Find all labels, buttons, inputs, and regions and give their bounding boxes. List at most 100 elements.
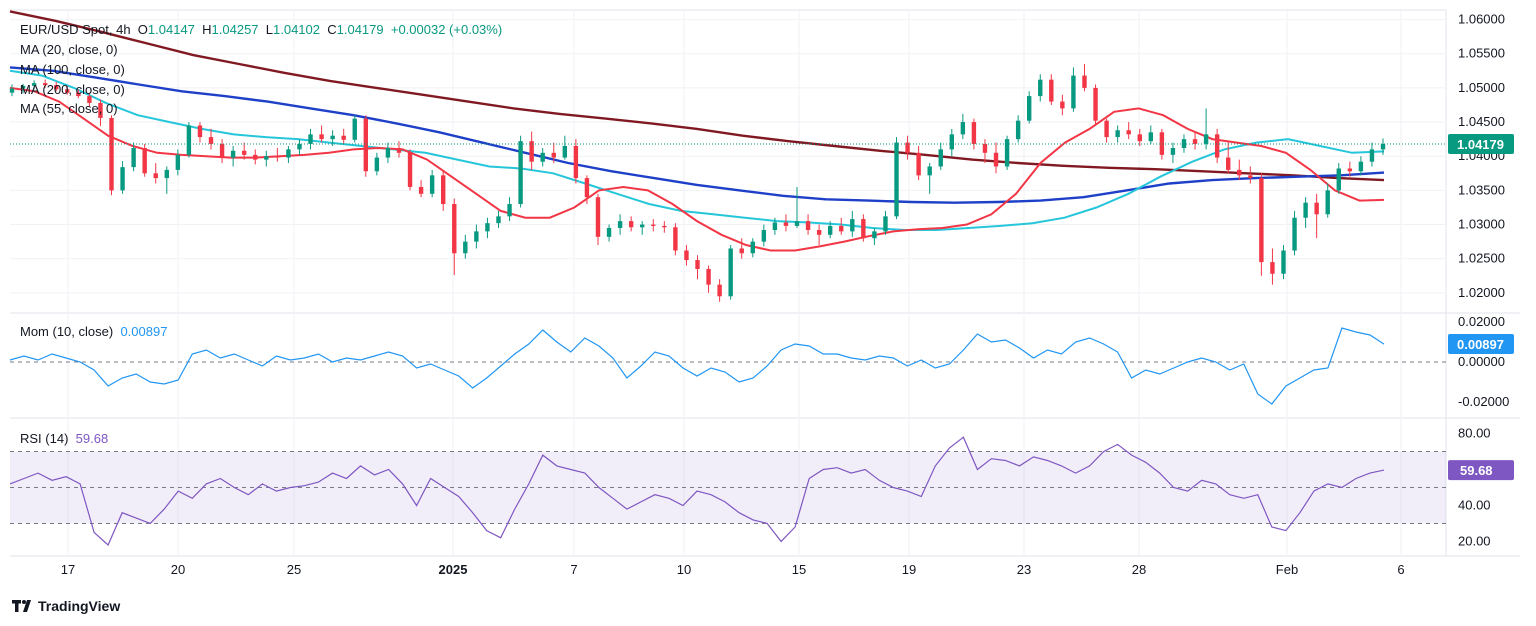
candle-body (1292, 217, 1297, 251)
ohlc-low-key: L (265, 22, 273, 37)
candle-body (1148, 132, 1154, 142)
tradingview-logo[interactable]: TradingView (12, 598, 120, 614)
ma20-legend[interactable]: MA (20, close, 0) (20, 42, 118, 57)
momentum-title: Mom (10, close) (20, 324, 114, 339)
rsi-band-fill (10, 451, 1446, 524)
candle-body (1314, 202, 1319, 215)
ohlc-high-key: H (202, 22, 212, 37)
candle-body (584, 178, 590, 198)
candle-body (1281, 250, 1286, 274)
candle-body (1104, 120, 1109, 138)
candle-body (982, 143, 988, 153)
candle-body (20, 85, 26, 89)
candle-body (319, 134, 324, 140)
ma200-legend[interactable]: MA (200, close, 0) (20, 82, 125, 97)
momentum-pane: 0.02000 0.00000 -0.02000 0.00897 (9, 314, 1514, 409)
candle-body (1248, 175, 1253, 179)
candle-body (54, 85, 59, 90)
candle-body (219, 143, 225, 158)
rsi-badge (1448, 460, 1514, 481)
candle-body (1038, 79, 1043, 97)
momentum-tick: 0.02000 (1458, 314, 1505, 329)
rsi-badge-label: 59.68 (1460, 463, 1493, 478)
candle-body (651, 224, 656, 226)
candle-body (1369, 149, 1375, 162)
candle-body (971, 122, 977, 144)
symbol-legend: EUR/USD Spot, 4h O1.04147 H1.04257 L1.04… (20, 22, 502, 38)
candle-body (131, 148, 136, 168)
tradingview-wordmark: TradingView (38, 598, 121, 614)
ma20-line (9, 86, 1385, 252)
candle-body (916, 152, 921, 176)
candle-body (673, 227, 678, 251)
candle-body (142, 148, 147, 174)
candle-body (153, 173, 158, 179)
candle-body (1015, 120, 1021, 140)
momentum-legend[interactable]: Mom (10, close) 0.00897 (20, 324, 167, 340)
time-axis: 17 20 25 2025 7 10 15 19 23 28 Feb 6 (61, 562, 1405, 577)
price-tick: 1.05000 (1458, 80, 1505, 95)
candle-body (507, 204, 512, 217)
candle-body (31, 83, 37, 86)
candle-body (1126, 130, 1131, 135)
rsi-pane: 80.00 40.00 20.00 59.68 (9, 426, 1514, 548)
rsi-line (9, 436, 1385, 547)
price-tick: 1.03500 (1458, 182, 1505, 197)
rsi-title: RSI (14) (20, 431, 69, 446)
candle-body (253, 154, 258, 160)
candle-body (286, 149, 291, 158)
candle-body (496, 216, 501, 224)
candle-body (628, 221, 634, 228)
candle-body (407, 152, 413, 187)
candle-body (374, 157, 380, 172)
ma100-path (9, 66, 1385, 204)
ma100-line (9, 66, 1385, 204)
price-tick: 1.03000 (1458, 217, 1505, 232)
candle-body (706, 268, 711, 285)
price-tick: 1.02500 (1458, 251, 1505, 266)
ohlc-close: 1.04179 (336, 22, 384, 37)
candle-body (1004, 139, 1010, 167)
candle-body (1115, 130, 1120, 138)
ohlc-low: 1.04102 (273, 22, 320, 37)
candle-body (960, 122, 966, 135)
ohlc-open: 1.04147 (147, 22, 195, 37)
candle-body (418, 186, 424, 194)
momentum-badge (1448, 334, 1514, 355)
symbol-title: EUR/USD Spot, 4h (20, 22, 131, 37)
candle-body (87, 96, 92, 103)
last-price-badge (1448, 133, 1514, 154)
candle-body (98, 102, 103, 118)
candle-body (1347, 168, 1353, 172)
candle-body (230, 150, 236, 158)
candle-body (938, 149, 943, 167)
candle-body (452, 204, 457, 254)
rsi-tick: 80.00 (1458, 426, 1491, 441)
candle-body (695, 260, 700, 269)
momentum-value: 0.00897 (120, 324, 168, 339)
price-axis: 1.060001.055001.050001.045001.040001.035… (10, 12, 1514, 300)
time-tick: 20 (171, 562, 185, 577)
candle-body (772, 222, 778, 231)
candle-body (573, 145, 579, 179)
candle-body (562, 145, 568, 158)
candle-body (883, 216, 888, 232)
candle-body (993, 152, 999, 167)
rsi-legend[interactable]: RSI (14) 59.68 (20, 431, 108, 447)
candle-body (750, 241, 755, 254)
time-tick: Feb (1276, 562, 1298, 577)
candle-body (529, 141, 534, 162)
ma100-legend[interactable]: MA (100, close, 0) (20, 62, 125, 77)
candle-body (827, 225, 833, 235)
time-tick: 28 (1132, 562, 1146, 577)
grid (10, 9, 1520, 557)
candle-body (739, 248, 744, 254)
candle-body (175, 154, 181, 170)
tradingview-logo-icon (12, 600, 31, 612)
ma55-legend[interactable]: MA (55, close, 0) (20, 101, 118, 116)
time-tick: 19 (902, 562, 916, 577)
candle-body (363, 118, 369, 172)
candle-body (761, 230, 767, 242)
candle-body (1237, 169, 1242, 176)
candle-body (717, 284, 722, 297)
